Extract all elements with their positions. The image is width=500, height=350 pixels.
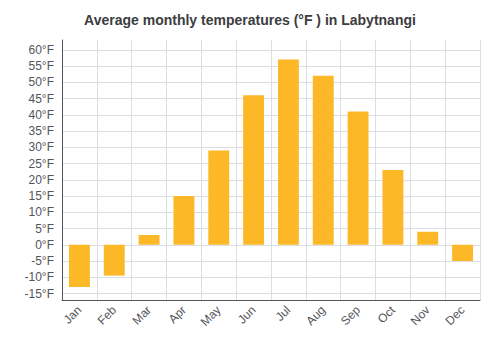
svg-text:Jul: Jul [273,303,294,324]
svg-text:Apr: Apr [166,303,189,326]
svg-text:10°F: 10°F [29,205,54,219]
svg-text:60°F: 60°F [29,43,54,57]
svg-text:Feb: Feb [95,303,120,328]
svg-text:-5°F: -5°F [31,254,54,268]
svg-text:Average monthly temperatures (: Average monthly temperatures (°F ) in La… [84,12,416,28]
svg-text:Mar: Mar [130,303,155,327]
svg-text:May: May [198,303,224,329]
svg-text:Dec: Dec [443,303,468,328]
svg-text:-10°F: -10°F [25,270,54,284]
svg-text:-15°F: -15°F [25,287,54,301]
svg-text:Nov: Nov [408,303,433,328]
svg-text:50°F: 50°F [29,75,54,89]
svg-text:55°F: 55°F [29,59,54,73]
svg-text:Jan: Jan [61,303,85,327]
svg-text:35°F: 35°F [29,124,54,138]
svg-text:Jun: Jun [235,303,259,327]
svg-text:0°F: 0°F [35,238,54,252]
svg-text:30°F: 30°F [29,140,54,154]
svg-text:5°F: 5°F [35,222,54,236]
svg-text:40°F: 40°F [29,108,54,122]
svg-text:Sep: Sep [338,303,363,328]
svg-text:45°F: 45°F [29,92,54,106]
svg-text:Oct: Oct [375,303,399,327]
svg-text:20°F: 20°F [29,173,54,187]
svg-text:15°F: 15°F [29,189,54,203]
svg-text:25°F: 25°F [29,157,54,171]
svg-text:Aug: Aug [303,303,328,328]
